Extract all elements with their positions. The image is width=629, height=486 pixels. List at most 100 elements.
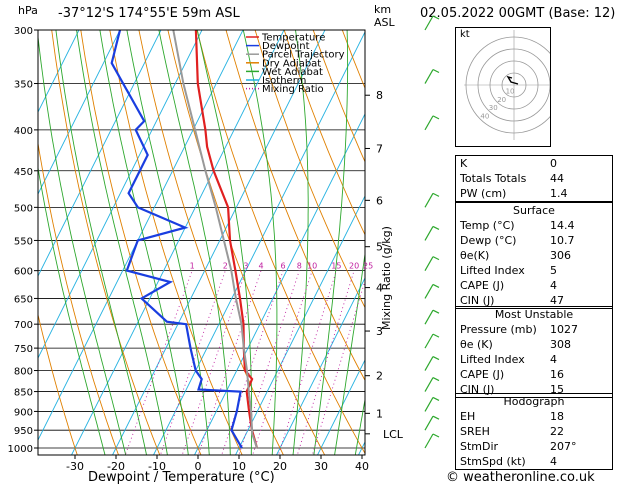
wet-adiabat (313, 30, 349, 455)
mixing-ratio-label: 3 (243, 262, 248, 271)
hodo-label: SREH (460, 425, 490, 438)
hodograph: kt 10 20 30 40 (455, 27, 551, 147)
table-row: StmDir 207° (456, 439, 612, 454)
height-tick-label: 5 (376, 241, 383, 254)
wet-adiabat (334, 251, 365, 455)
table-row: PW (cm) 1.4 (456, 186, 612, 201)
height-tick-label: 4 (376, 282, 383, 295)
isotherm (70, 30, 285, 455)
temperature-tick-label: -30 (66, 460, 84, 473)
temperature-tick-label: 20 (273, 460, 287, 473)
wind-barb (424, 115, 434, 131)
height-unit-km: km (374, 3, 392, 16)
dry-adiabat (254, 30, 365, 309)
mixing-ratio-label: 1 (190, 262, 195, 271)
dry-adiabat (283, 30, 365, 236)
wind-barb-flag (432, 396, 440, 401)
wind-barb-flag (432, 68, 440, 74)
surface-value: 14.4 (550, 219, 575, 232)
wind-barb (424, 256, 434, 271)
pressure-tick-label: 750 (14, 344, 33, 355)
surface-label: Temp (°C) (460, 219, 515, 232)
pressure-tick-label: 850 (14, 388, 33, 399)
surface-label: CIN (J) (460, 294, 495, 307)
mixing-ratio-label: 4 (258, 262, 263, 271)
wind-barb (424, 356, 434, 371)
table-row: Lifted Index 4 (456, 352, 612, 367)
hodograph-table-title: Hodograph (503, 395, 565, 408)
dry-adiabat (312, 30, 365, 163)
index-value-tt: 44 (550, 172, 564, 185)
surface-table: Surface Temp (°C) 14.4 Dewp (°C) 10.7 θe(K… (455, 202, 613, 309)
surface-value: 5 (550, 264, 557, 277)
mixing-ratio-line (159, 270, 226, 455)
isotherm (193, 112, 365, 455)
table-row: θe (K) 308 (456, 337, 612, 352)
index-label-k: K (460, 157, 468, 170)
temperature-tick-label: 0 (195, 460, 202, 473)
wind-barb-flag (432, 225, 440, 230)
wind-barb-flag (432, 256, 440, 261)
isotherm (38, 30, 162, 278)
hodograph-ring-label: 20 (497, 96, 506, 104)
hodograph-ring-label: 40 (480, 113, 489, 121)
surface-label: CAPE (J) (460, 279, 505, 292)
mixing-ratio-line (296, 270, 355, 455)
temperature-tick-label: -20 (107, 460, 125, 473)
height-tick-label: 1 (376, 407, 383, 420)
hodograph-unit: kt (460, 29, 470, 40)
wind-barb (424, 397, 434, 412)
height-tick-label: 3 (376, 325, 383, 338)
height-tick-label: 8 (376, 89, 383, 102)
mixing-ratio-line (252, 270, 313, 455)
wind-barb (424, 433, 434, 449)
wind-barb (424, 309, 434, 325)
mu-value: 16 (550, 368, 564, 381)
mixing-ratio-line (311, 279, 365, 455)
pressure-tick-label: 650 (14, 294, 33, 305)
surface-label: Lifted Index (460, 264, 525, 277)
isotherm (38, 30, 244, 442)
copyright-notice[interactable]: © weatheronline.co.uk (446, 470, 595, 485)
mu-value: 308 (550, 338, 571, 351)
wind-barb (424, 15, 434, 31)
wet-adiabat (76, 30, 168, 455)
wind-barb-flag (432, 309, 440, 314)
mixing-ratio-axis-label: Mixing Ratio (g/kg) (380, 226, 393, 330)
mixing-ratio-label: 15 (331, 262, 341, 271)
pressure-tick-label: 900 (14, 407, 33, 418)
mu-value: 15 (550, 383, 564, 396)
wind-barb-flag (432, 415, 440, 420)
table-row: EH 18 (456, 409, 612, 424)
surface-value: 4 (550, 279, 557, 292)
table-row: CIN (J) 47 (456, 293, 612, 308)
table-row: StmSpd (kt) 4 (456, 454, 612, 469)
wind-barb (424, 333, 434, 349)
dry-adiabat (38, 312, 78, 455)
wet-adiabat (99, 30, 189, 455)
surface-value: 306 (550, 249, 571, 262)
wind-barb-flag (432, 192, 440, 197)
temperature-tick-label: 10 (232, 460, 246, 473)
mixing-ratio-label: 6 (281, 262, 286, 271)
dry-adiabat (109, 30, 243, 455)
height-tick-label: 2 (376, 370, 383, 383)
hodograph-ring-label: 10 (506, 87, 515, 95)
legend-entry: Dry Adiabat (262, 58, 321, 69)
mixing-ratio-label: 8 (297, 262, 302, 271)
forecast-datetime: 02.05.2022 00GMT (Base: 12) (420, 6, 616, 21)
pressure-tick-label: 450 (14, 167, 33, 178)
temperature-tick-label: 30 (314, 460, 328, 473)
hodo-label: EH (460, 410, 476, 423)
legend-entry: Temperature (261, 33, 325, 44)
height-unit-label: km ASL (374, 3, 395, 29)
table-row: θe(K) 306 (456, 248, 612, 263)
most-unstable-title: Most Unstable (494, 308, 574, 321)
surface-label: Dewp (°C) (460, 234, 517, 247)
index-value-k: 0 (550, 157, 557, 170)
legend-entry: Parcel Trajectory (262, 50, 345, 61)
height-tick-label: 7 (376, 142, 383, 155)
